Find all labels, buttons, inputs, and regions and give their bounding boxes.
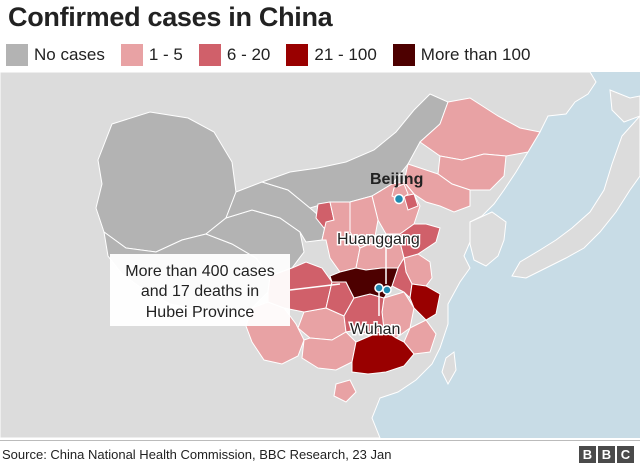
japan-north-land <box>609 89 640 123</box>
legend-label: More than 100 <box>420 45 531 64</box>
china-map: Beijing Huanggang Wuhan More than 400 ca… <box>0 72 640 438</box>
label-beijing: Beijing <box>370 171 423 188</box>
legend-item-6-20: 6 - 20 <box>198 44 271 66</box>
bbc-logo-letter: B <box>579 446 596 463</box>
callout-leader <box>289 283 341 291</box>
legend-swatch <box>120 44 143 66</box>
legend-label: 1 - 5 <box>148 45 183 64</box>
legend-swatch <box>286 44 309 66</box>
province-hainan <box>333 379 357 403</box>
province-shandong <box>399 223 441 259</box>
city-dot-beijing <box>393 193 405 205</box>
legend: No cases 1 - 5 6 - 20 21 - 100 More than… <box>6 42 546 68</box>
source-note: Source: China National Health Commission… <box>2 447 392 462</box>
legend-item-no-cases: No cases <box>6 44 105 66</box>
province-tianjin <box>403 193 419 211</box>
footer-divider <box>0 440 640 441</box>
map-area: Beijing Huanggang Wuhan More than 400 ca… <box>0 72 640 438</box>
bbc-logo-letter: B <box>598 446 615 463</box>
label-huanggang: Huanggang <box>337 231 420 248</box>
legend-label: 6 - 20 <box>226 45 271 64</box>
bbc-logo: B B C <box>577 446 634 463</box>
korea-land <box>469 211 507 267</box>
legend-swatch <box>198 44 221 66</box>
callout-line-1: More than 400 cases <box>125 263 274 280</box>
callout-line-2: and 17 deaths in <box>141 283 259 300</box>
city-dot-wuhan <box>374 283 384 293</box>
legend-swatch <box>6 44 28 66</box>
legend-swatch <box>392 44 415 66</box>
bbc-logo-letter: C <box>617 446 634 463</box>
callout-box <box>110 254 290 326</box>
callout-line-3: Hubei Province <box>146 304 255 321</box>
province-guangdong <box>351 329 415 375</box>
legend-item-21-100: 21 - 100 <box>286 44 377 66</box>
map-title: Confirmed cases in China <box>8 2 333 32</box>
city-dot-huanggang <box>382 285 392 295</box>
legend-label: 21 - 100 <box>314 45 377 64</box>
taiwan-land <box>441 351 457 386</box>
province-zhejiang <box>409 283 441 321</box>
legend-label: No cases <box>34 45 105 64</box>
label-wuhan: Wuhan <box>350 321 400 338</box>
province-shaanxi <box>321 201 361 273</box>
legend-item-more-than-100: More than 100 <box>392 44 531 66</box>
legend-item-1-5: 1 - 5 <box>120 44 183 66</box>
japan-land <box>511 115 640 279</box>
